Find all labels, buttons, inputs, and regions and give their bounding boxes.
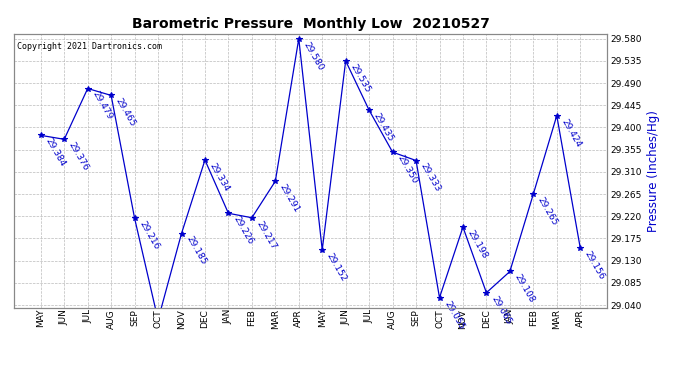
Text: 29.108: 29.108 — [513, 273, 536, 304]
Text: 29.291: 29.291 — [278, 183, 302, 214]
Text: 29.479: 29.479 — [90, 90, 114, 122]
Text: 29.376: 29.376 — [67, 141, 90, 172]
Text: 29.226: 29.226 — [231, 214, 255, 246]
Text: 29.384: 29.384 — [43, 137, 67, 168]
Text: 29.198: 29.198 — [466, 228, 489, 260]
Text: 29.010: 29.010 — [0, 374, 1, 375]
Text: 29.535: 29.535 — [348, 62, 372, 94]
Text: 29.152: 29.152 — [325, 251, 348, 283]
Text: 29.055: 29.055 — [442, 299, 466, 331]
Text: 29.216: 29.216 — [137, 220, 161, 251]
Text: 29.424: 29.424 — [560, 117, 583, 148]
Text: 29.333: 29.333 — [419, 162, 442, 194]
Y-axis label: Pressure (Inches/Hg): Pressure (Inches/Hg) — [647, 110, 660, 231]
Text: 29.334: 29.334 — [208, 161, 231, 193]
Text: 29.580: 29.580 — [302, 40, 325, 72]
Text: Copyright 2021 Dartronics.com: Copyright 2021 Dartronics.com — [17, 42, 161, 51]
Text: 29.217: 29.217 — [255, 219, 278, 251]
Text: 29.350: 29.350 — [395, 153, 419, 185]
Text: 29.065: 29.065 — [489, 294, 513, 326]
Text: 29.156: 29.156 — [583, 249, 607, 281]
Title: Barometric Pressure  Monthly Low  20210527: Barometric Pressure Monthly Low 20210527 — [132, 17, 489, 31]
Text: 29.465: 29.465 — [114, 97, 137, 129]
Text: 29.435: 29.435 — [372, 112, 395, 143]
Text: 29.265: 29.265 — [536, 195, 560, 227]
Text: 29.185: 29.185 — [184, 235, 208, 267]
